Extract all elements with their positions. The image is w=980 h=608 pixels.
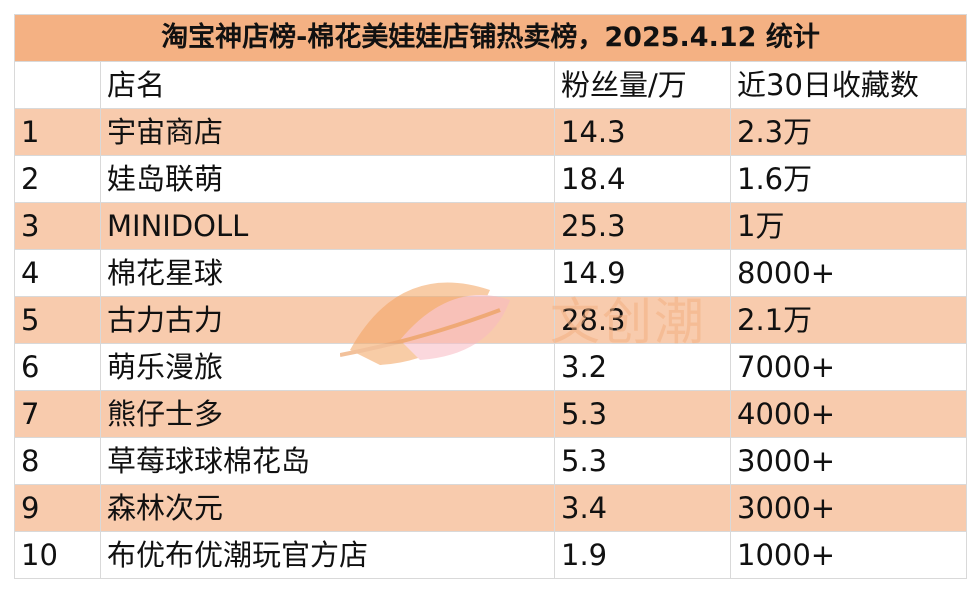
favorites-cell: 3000+ (729, 437, 968, 485)
favorites-cell: 8000+ (729, 249, 968, 297)
rank-cell: 10 (14, 531, 101, 579)
shop-name-cell: 古力古力 (100, 296, 555, 344)
fans-cell: 5.3 (554, 390, 731, 438)
shop-name-cell: 布优布优潮玩官方店 (100, 531, 555, 579)
favorites-cell: 4000+ (729, 390, 968, 438)
rank-cell: 5 (14, 296, 101, 344)
fans-cell: 14.3 (554, 108, 731, 156)
fans-cell: 28.3 (554, 296, 731, 344)
favorites-cell: 1万 (729, 202, 968, 250)
fans-cell: 3.2 (554, 343, 731, 391)
table-row: 8 草莓球球棉花岛 5.3 3000+ (14, 437, 968, 485)
favorites-cell: 1.6万 (729, 155, 968, 203)
table-row: 10 布优布优潮玩官方店 1.9 1000+ (14, 531, 968, 579)
favorites-cell: 2.3万 (729, 108, 968, 156)
table-title: 淘宝神店榜-棉花美娃娃店铺热卖榜，2025.4.12 统计 (13, 14, 968, 62)
favorites-cell: 2.1万 (729, 296, 968, 344)
favorites-cell: 3000+ (729, 484, 968, 532)
rank-cell: 9 (14, 484, 101, 532)
fans-cell: 25.3 (554, 202, 731, 250)
rank-cell: 4 (14, 249, 101, 297)
fans-cell: 18.4 (554, 155, 731, 203)
table-row: 4 棉花星球 14.9 8000+ (14, 249, 968, 297)
shop-name-cell: 熊仔士多 (100, 390, 555, 438)
header-row: 店名 粉丝量/万 近30日收藏数 (14, 61, 968, 109)
shop-name-cell: 棉花星球 (100, 249, 555, 297)
header-shop-name: 店名 (100, 61, 555, 109)
header-favorites: 近30日收藏数 (729, 61, 968, 109)
ranking-table-container: 淘宝神店榜-棉花美娃娃店铺热卖榜，2025.4.12 统计 店名 粉丝量/万 近… (13, 14, 968, 579)
table-row: 1 宇宙商店 14.3 2.3万 (14, 108, 968, 156)
ranking-table: 淘宝神店榜-棉花美娃娃店铺热卖榜，2025.4.12 统计 店名 粉丝量/万 近… (13, 14, 968, 579)
rank-cell: 6 (14, 343, 101, 391)
table-title-row: 淘宝神店榜-棉花美娃娃店铺热卖榜，2025.4.12 统计 (13, 14, 968, 62)
table-row: 5 古力古力 28.3 2.1万 (14, 296, 968, 344)
header-rank (14, 61, 101, 109)
fans-cell: 5.3 (554, 437, 731, 485)
fans-cell: 1.9 (554, 531, 731, 579)
shop-name-cell: 娃岛联萌 (100, 155, 555, 203)
rank-cell: 1 (14, 108, 101, 156)
fans-cell: 3.4 (554, 484, 731, 532)
table-row: 3 MINIDOLL 25.3 1万 (14, 202, 968, 250)
shop-name-cell: 森林次元 (100, 484, 555, 532)
rank-cell: 8 (14, 437, 101, 485)
table-row: 9 森林次元 3.4 3000+ (14, 484, 968, 532)
shop-name-cell: 宇宙商店 (100, 108, 555, 156)
rank-cell: 2 (14, 155, 101, 203)
rank-cell: 7 (14, 390, 101, 438)
table-row: 7 熊仔士多 5.3 4000+ (14, 390, 968, 438)
shop-name-cell: 草莓球球棉花岛 (100, 437, 555, 485)
table-body: 1 宇宙商店 14.3 2.3万 2 娃岛联萌 18.4 1.6万 3 MINIDOLL 25.3 1… (14, 108, 968, 579)
favorites-cell: 7000+ (729, 343, 968, 391)
table-row: 2 娃岛联萌 18.4 1.6万 (14, 155, 968, 203)
shop-name-cell: 萌乐漫旅 (100, 343, 555, 391)
favorites-cell: 1000+ (729, 531, 968, 579)
fans-cell: 14.9 (554, 249, 731, 297)
shop-name-cell: MINIDOLL (100, 202, 555, 250)
table-row: 6 萌乐漫旅 3.2 7000+ (14, 343, 968, 391)
rank-cell: 3 (14, 202, 101, 250)
header-fans: 粉丝量/万 (554, 61, 731, 109)
